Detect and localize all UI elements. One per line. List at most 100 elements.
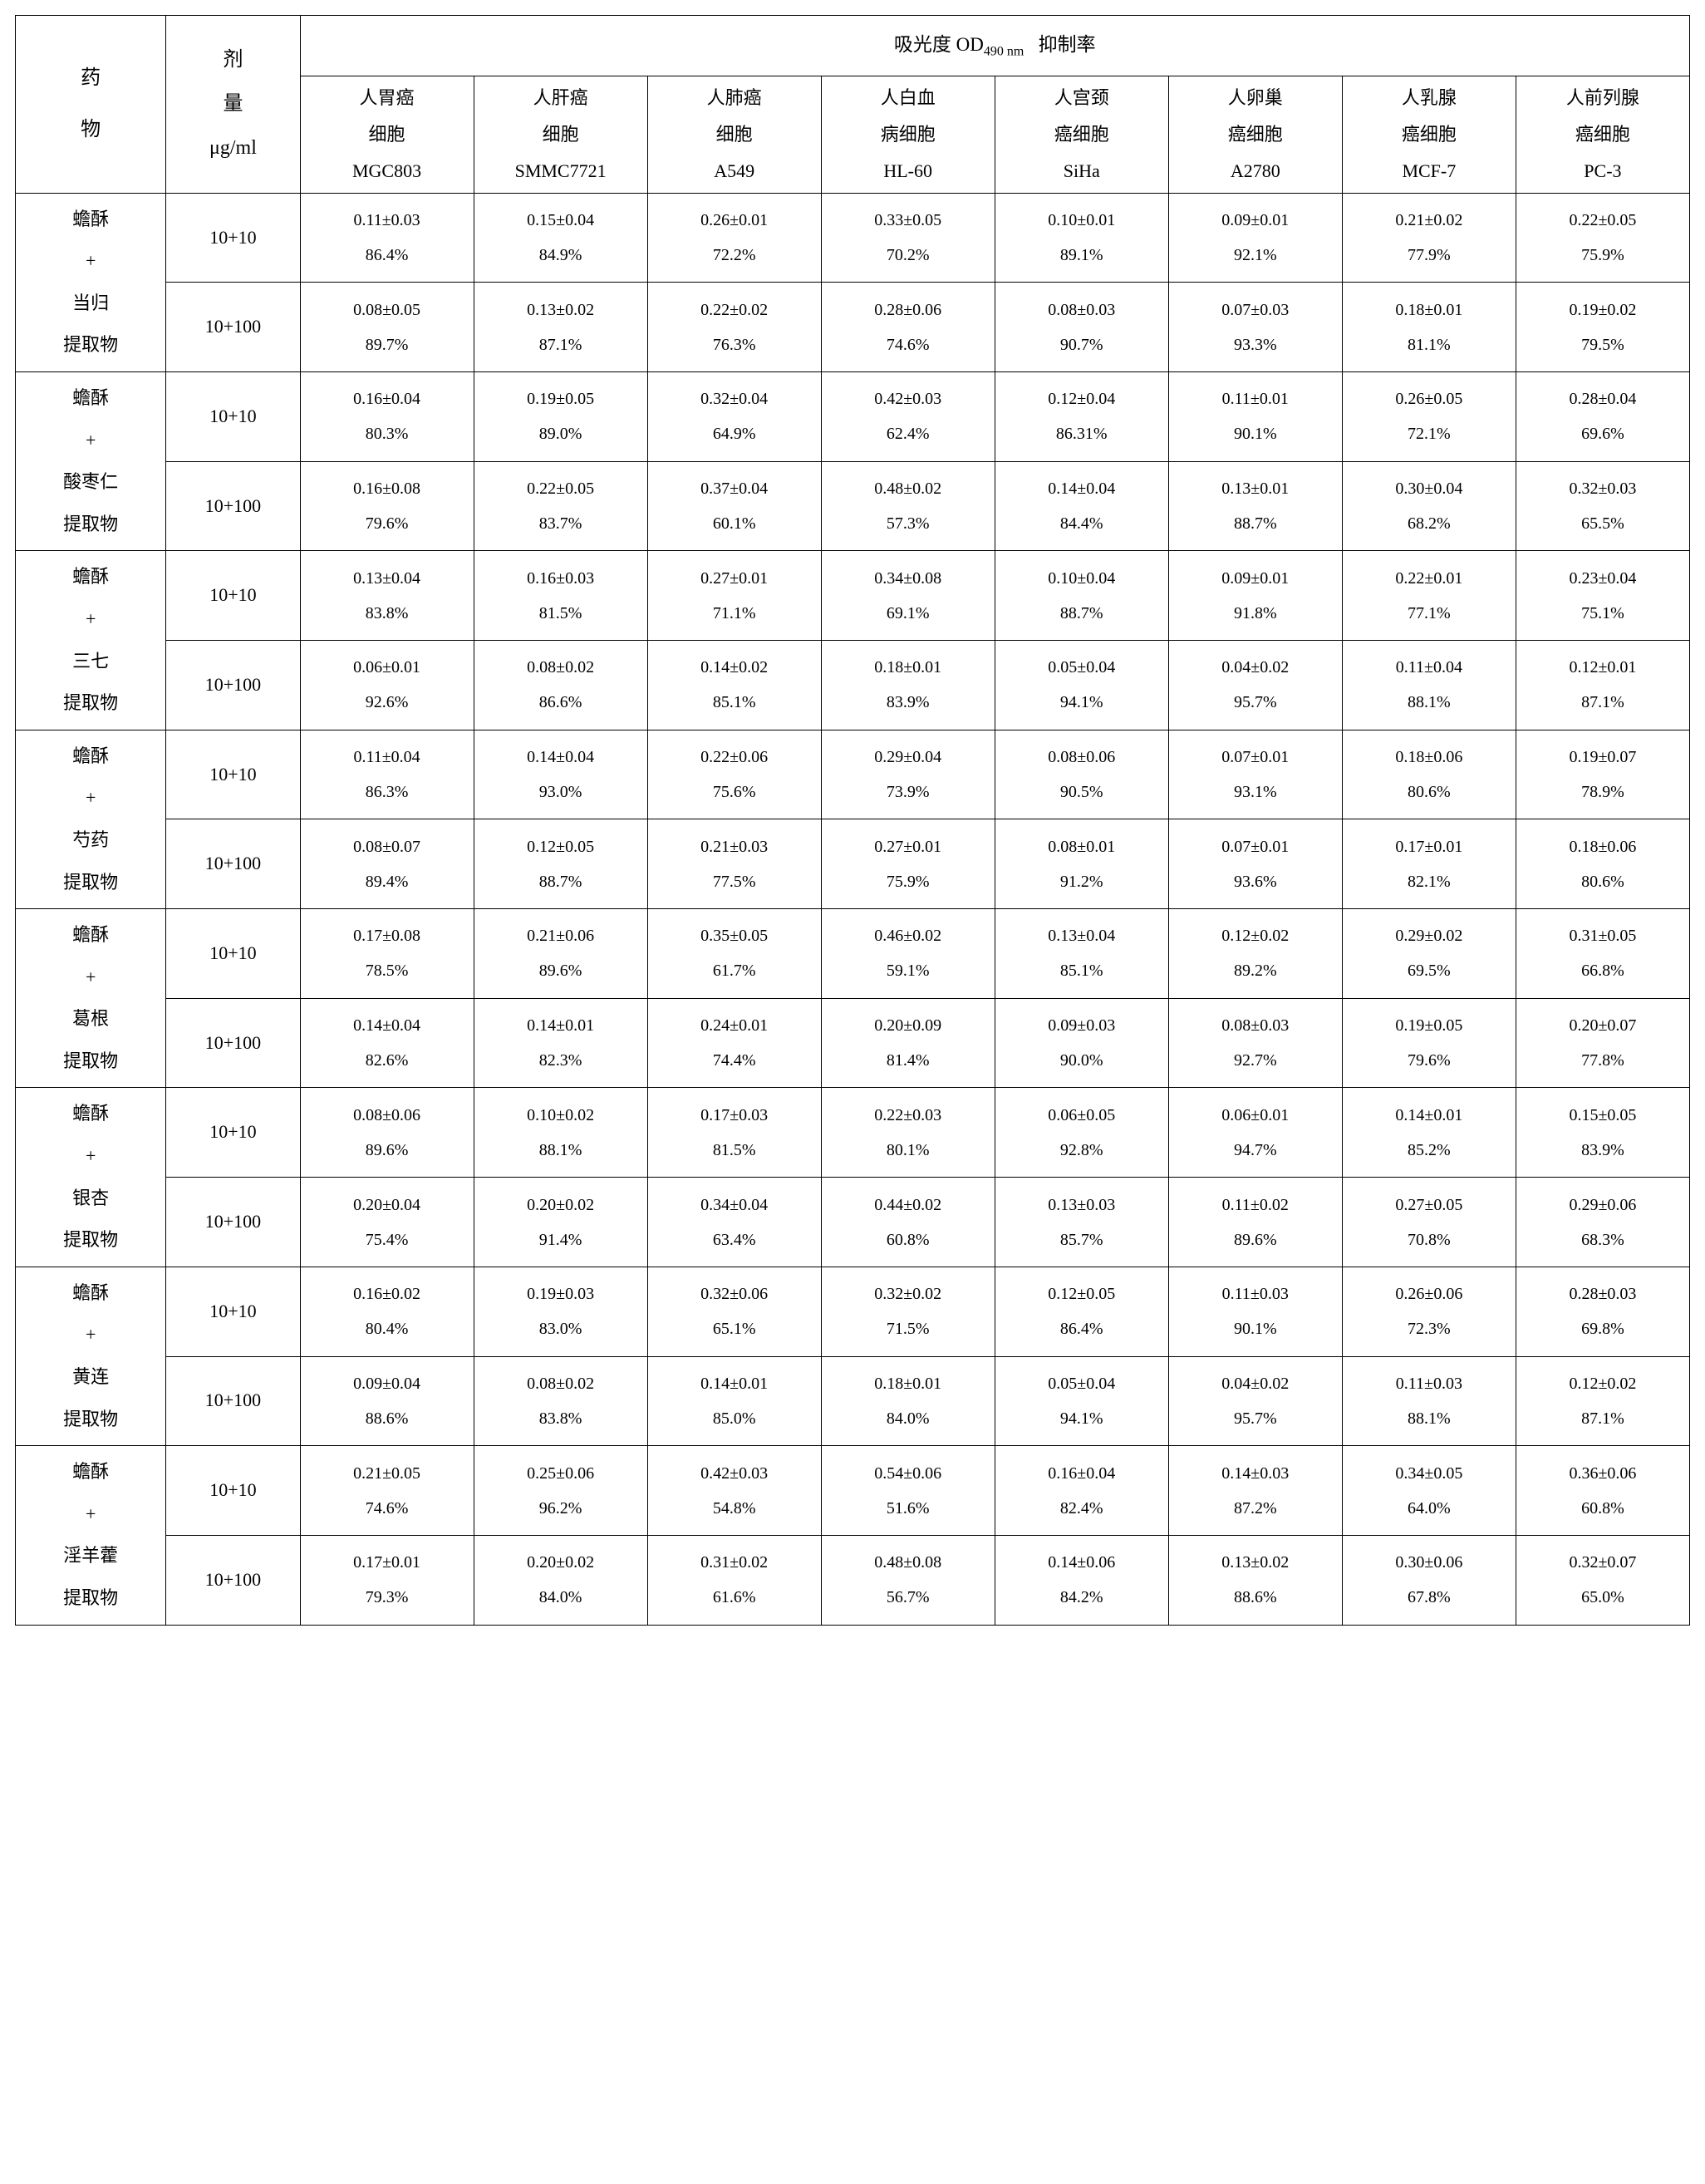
- dose-value: 10+100: [166, 819, 300, 909]
- data-cell: 0.11±0.0388.1%: [1342, 1356, 1516, 1446]
- data-cell: 0.42±0.0362.4%: [821, 371, 995, 461]
- dose-value: 10+10: [166, 1446, 300, 1536]
- data-cell: 0.07±0.0193.6%: [1168, 819, 1342, 909]
- data-cell: 0.15±0.0484.9%: [474, 193, 647, 283]
- data-cell: 0.23±0.0475.1%: [1516, 551, 1689, 641]
- data-cell: 0.13±0.0287.1%: [474, 283, 647, 372]
- data-cell: 0.09±0.0488.6%: [300, 1356, 474, 1446]
- data-cell: 0.28±0.0469.6%: [1516, 371, 1689, 461]
- data-cell: 0.14±0.0484.4%: [995, 461, 1168, 551]
- data-cell: 0.35±0.0561.7%: [647, 909, 821, 999]
- header-od: 吸光度 OD490 nm 抑制率: [300, 16, 1689, 76]
- data-cell: 0.30±0.0667.8%: [1342, 1535, 1516, 1625]
- data-cell: 0.08±0.0286.6%: [474, 641, 647, 730]
- data-cell: 0.17±0.0381.5%: [647, 1088, 821, 1178]
- table-row: 10+1000.17±0.0179.3%0.20±0.0284.0%0.31±0…: [16, 1535, 1690, 1625]
- data-cell: 0.10±0.0488.7%: [995, 551, 1168, 641]
- data-cell: 0.27±0.0171.1%: [647, 551, 821, 641]
- dose-value: 10+100: [166, 461, 300, 551]
- data-cell: 0.20±0.0777.8%: [1516, 998, 1689, 1088]
- data-cell: 0.11±0.0190.1%: [1168, 371, 1342, 461]
- data-cell: 0.21±0.0574.6%: [300, 1446, 474, 1536]
- data-cell: 0.44±0.0260.8%: [821, 1178, 995, 1267]
- table-row: 10+1000.06±0.0192.6%0.08±0.0286.6%0.14±0…: [16, 641, 1690, 730]
- data-cell: 0.13±0.0485.1%: [995, 909, 1168, 999]
- data-cell: 0.12±0.0287.1%: [1516, 1356, 1689, 1446]
- header-cell-line: 人肺癌细胞A549: [647, 76, 821, 193]
- dose-value: 10+10: [166, 551, 300, 641]
- dose-value: 10+100: [166, 283, 300, 372]
- data-cell: 0.12±0.0187.1%: [1516, 641, 1689, 730]
- data-cell: 0.08±0.0392.7%: [1168, 998, 1342, 1088]
- header-cell-line: 人乳腺癌细胞MCF-7: [1342, 76, 1516, 193]
- data-cell: 0.16±0.0879.6%: [300, 461, 474, 551]
- data-cell: 0.22±0.0276.3%: [647, 283, 821, 372]
- header-cell-line: 人肝癌细胞SMMC7721: [474, 76, 647, 193]
- data-cell: 0.20±0.0284.0%: [474, 1535, 647, 1625]
- data-cell: 0.28±0.0674.6%: [821, 283, 995, 372]
- data-cell: 0.36±0.0660.8%: [1516, 1446, 1689, 1536]
- data-cell: 0.14±0.0285.1%: [647, 641, 821, 730]
- data-cell: 0.19±0.0579.6%: [1342, 998, 1516, 1088]
- data-cell: 0.34±0.0463.4%: [647, 1178, 821, 1267]
- data-cell: 0.20±0.0475.4%: [300, 1178, 474, 1267]
- data-cell: 0.04±0.0295.7%: [1168, 641, 1342, 730]
- data-cell: 0.12±0.0588.7%: [474, 819, 647, 909]
- data-cell: 0.19±0.0778.9%: [1516, 730, 1689, 819]
- data-cell: 0.08±0.0191.2%: [995, 819, 1168, 909]
- data-cell: 0.19±0.0383.0%: [474, 1267, 647, 1356]
- data-cell: 0.10±0.0288.1%: [474, 1088, 647, 1178]
- data-cell: 0.22±0.0380.1%: [821, 1088, 995, 1178]
- data-cell: 0.22±0.0575.9%: [1516, 193, 1689, 283]
- drug-name: 蟾酥+芍药提取物: [16, 730, 166, 908]
- data-cell: 0.26±0.0572.1%: [1342, 371, 1516, 461]
- data-cell: 0.08±0.0283.8%: [474, 1356, 647, 1446]
- table-row: 10+1000.16±0.0879.6%0.22±0.0583.7%0.37±0…: [16, 461, 1690, 551]
- data-cell: 0.33±0.0570.2%: [821, 193, 995, 283]
- data-cell: 0.16±0.0381.5%: [474, 551, 647, 641]
- dose-value: 10+100: [166, 1356, 300, 1446]
- data-cell: 0.05±0.0494.1%: [995, 1356, 1168, 1446]
- data-cell: 0.37±0.0460.1%: [647, 461, 821, 551]
- data-cell: 0.08±0.0690.5%: [995, 730, 1168, 819]
- data-cell: 0.08±0.0589.7%: [300, 283, 474, 372]
- data-cell: 0.14±0.0684.2%: [995, 1535, 1168, 1625]
- table-row: 10+1000.14±0.0482.6%0.14±0.0182.3%0.24±0…: [16, 998, 1690, 1088]
- data-cell: 0.24±0.0174.4%: [647, 998, 821, 1088]
- data-cell: 0.11±0.0486.3%: [300, 730, 474, 819]
- data-cell: 0.48±0.0257.3%: [821, 461, 995, 551]
- data-cell: 0.34±0.0564.0%: [1342, 1446, 1516, 1536]
- data-cell: 0.11±0.0386.4%: [300, 193, 474, 283]
- data-cell: 0.21±0.0689.6%: [474, 909, 647, 999]
- data-cell: 0.18±0.0680.6%: [1516, 819, 1689, 909]
- data-cell: 0.22±0.0177.1%: [1342, 551, 1516, 641]
- header-cell-line: 人前列腺癌细胞PC-3: [1516, 76, 1689, 193]
- data-cell: 0.18±0.0181.1%: [1342, 283, 1516, 372]
- data-cell: 0.32±0.0665.1%: [647, 1267, 821, 1356]
- data-cell: 0.08±0.0789.4%: [300, 819, 474, 909]
- data-cell: 0.14±0.0182.3%: [474, 998, 647, 1088]
- data-cell: 0.11±0.0289.6%: [1168, 1178, 1342, 1267]
- table-row: 10+1000.08±0.0789.4%0.12±0.0588.7%0.21±0…: [16, 819, 1690, 909]
- data-cell: 0.10±0.0189.1%: [995, 193, 1168, 283]
- data-cell: 0.14±0.0185.0%: [647, 1356, 821, 1446]
- table-row: 10+1000.08±0.0589.7%0.13±0.0287.1%0.22±0…: [16, 283, 1690, 372]
- data-cell: 0.28±0.0369.8%: [1516, 1267, 1689, 1356]
- data-cell: 0.32±0.0464.9%: [647, 371, 821, 461]
- data-cell: 0.18±0.0680.6%: [1342, 730, 1516, 819]
- data-cell: 0.06±0.0192.6%: [300, 641, 474, 730]
- data-cell: 0.14±0.0185.2%: [1342, 1088, 1516, 1178]
- data-cell: 0.32±0.0765.0%: [1516, 1535, 1689, 1625]
- data-cell: 0.16±0.0280.4%: [300, 1267, 474, 1356]
- table-row: 蟾酥+芍药提取物10+100.11±0.0486.3%0.14±0.0493.0…: [16, 730, 1690, 819]
- data-cell: 0.48±0.0856.7%: [821, 1535, 995, 1625]
- data-cell: 0.32±0.0271.5%: [821, 1267, 995, 1356]
- dose-value: 10+10: [166, 730, 300, 819]
- data-cell: 0.20±0.0981.4%: [821, 998, 995, 1088]
- data-cell: 0.12±0.0586.4%: [995, 1267, 1168, 1356]
- data-cell: 0.15±0.0583.9%: [1516, 1088, 1689, 1178]
- header-cell-line: 人胃癌细胞MGC803: [300, 76, 474, 193]
- data-cell: 0.08±0.0689.6%: [300, 1088, 474, 1178]
- data-cell: 0.11±0.0488.1%: [1342, 641, 1516, 730]
- data-cell: 0.18±0.0183.9%: [821, 641, 995, 730]
